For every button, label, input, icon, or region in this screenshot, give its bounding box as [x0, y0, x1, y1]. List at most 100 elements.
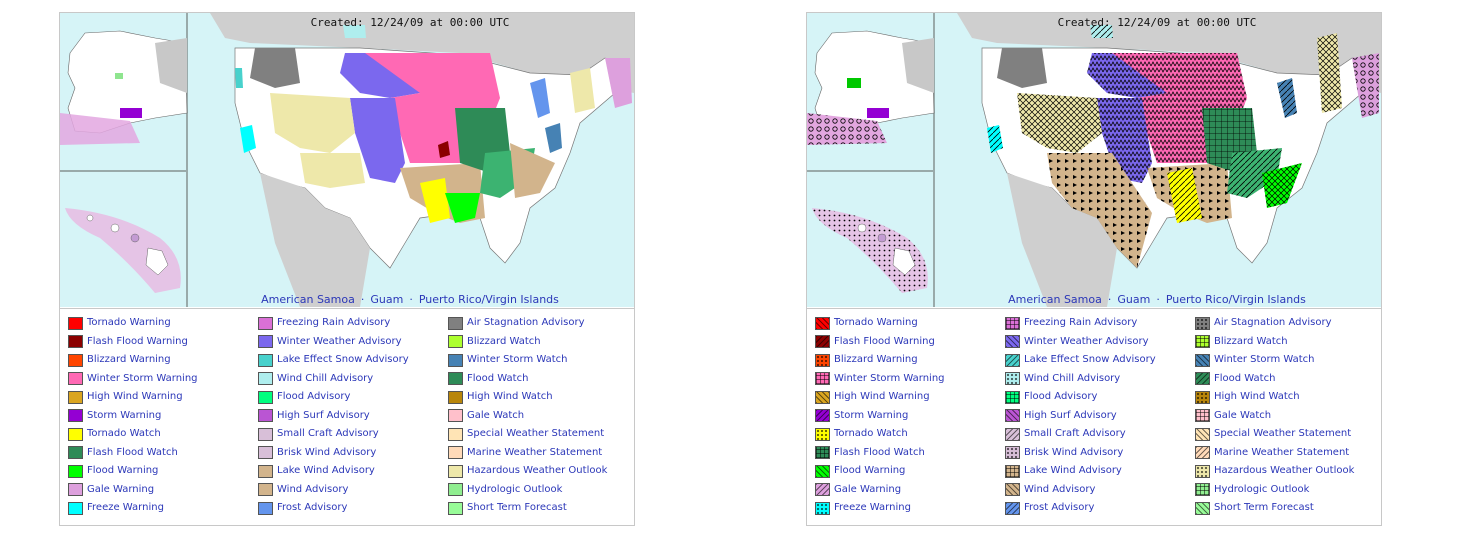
- territory-links: American Samoa · Guam · Puerto Rico/Virgin I…: [187, 293, 633, 306]
- legend-item-brisk-wind-advisory[interactable]: Brisk Wind Advisory: [258, 446, 409, 465]
- legend-item-short-term-forecast[interactable]: Short Term Forecast: [448, 501, 607, 520]
- legend-item-flood-watch[interactable]: Flood Watch: [1195, 372, 1354, 391]
- legend-item-flash-flood-warning[interactable]: Flash Flood Warning: [68, 335, 198, 354]
- legend-item-flood-warning[interactable]: Flood Warning: [815, 464, 945, 483]
- legend-item-high-wind-watch[interactable]: High Wind Watch: [1195, 390, 1354, 409]
- legend-label: Winter Storm Warning: [87, 372, 198, 384]
- legend-item-hydrologic-outlook[interactable]: Hydrologic Outlook: [1195, 483, 1354, 502]
- legend-item-marine-weather-statement[interactable]: Marine Weather Statement: [1195, 446, 1354, 465]
- legend-item-freeze-warning[interactable]: Freeze Warning: [68, 501, 198, 520]
- legend-item-flash-flood-watch[interactable]: Flash Flood Watch: [815, 446, 945, 465]
- legend-item-flash-flood-warning[interactable]: Flash Flood Warning: [815, 335, 945, 354]
- legend-swatch: [258, 316, 273, 330]
- legend-item-tornado-watch[interactable]: Tornado Watch: [815, 427, 945, 446]
- legend-label: Tornado Warning: [834, 317, 918, 328]
- link-guam[interactable]: Guam: [370, 293, 404, 306]
- legend-item-winter-weather-advisory[interactable]: Winter Weather Advisory: [1005, 335, 1156, 354]
- legend-item-blizzard-watch[interactable]: Blizzard Watch: [448, 335, 607, 354]
- link-puerto-rico-virgin-islands[interactable]: Puerto Rico/Virgin Islands: [1165, 293, 1306, 306]
- legend-item-wind-advisory[interactable]: Wind Advisory: [1005, 483, 1156, 502]
- legend-item-hazardous-weather-outlook[interactable]: Hazardous Weather Outlook: [448, 464, 607, 483]
- legend-label: Air Stagnation Advisory: [467, 317, 585, 328]
- legend-label: Wind Advisory: [1024, 483, 1096, 495]
- legend-item-lake-effect-snow-advisory[interactable]: Lake Effect Snow Advisory: [1005, 353, 1156, 372]
- legend-label: High Wind Warning: [834, 391, 930, 402]
- legend-item-winter-storm-watch[interactable]: Winter Storm Watch: [1195, 353, 1354, 372]
- legend-item-freeze-warning[interactable]: Freeze Warning: [815, 501, 945, 520]
- link-american-samoa[interactable]: American Samoa: [1008, 293, 1102, 306]
- legend-item-special-weather-statement[interactable]: Special Weather Statement: [1195, 427, 1354, 446]
- legend-item-gale-warning[interactable]: Gale Warning: [815, 483, 945, 502]
- legend-swatch: [815, 390, 830, 404]
- legend-swatch: [1195, 427, 1210, 441]
- legend-item-flood-advisory[interactable]: Flood Advisory: [258, 390, 409, 409]
- legend-swatch: [1195, 316, 1210, 330]
- legend-swatch: [258, 390, 273, 404]
- legend-item-marine-weather-statement[interactable]: Marine Weather Statement: [448, 446, 607, 465]
- legend-item-high-wind-watch[interactable]: High Wind Watch: [448, 390, 607, 409]
- legend-item-lake-wind-advisory[interactable]: Lake Wind Advisory: [1005, 464, 1156, 483]
- legend-item-tornado-watch[interactable]: Tornado Watch: [68, 427, 198, 446]
- legend-item-flood-warning[interactable]: Flood Warning: [68, 464, 198, 483]
- legend-item-high-wind-warning[interactable]: High Wind Warning: [68, 390, 198, 409]
- link-american-samoa[interactable]: American Samoa: [261, 293, 355, 306]
- legend-item-winter-storm-watch[interactable]: Winter Storm Watch: [448, 353, 607, 372]
- legend-label: Flood Warning: [834, 465, 906, 476]
- legend-swatch: [815, 427, 830, 441]
- legend-item-brisk-wind-advisory[interactable]: Brisk Wind Advisory: [1005, 446, 1156, 465]
- legend-item-winter-weather-advisory[interactable]: Winter Weather Advisory: [258, 335, 409, 354]
- legend-item-small-craft-advisory[interactable]: Small Craft Advisory: [258, 427, 409, 446]
- legend-label: Special Weather Statement: [1214, 428, 1352, 439]
- legend-item-lake-effect-snow-advisory[interactable]: Lake Effect Snow Advisory: [258, 353, 409, 372]
- legend-item-wind-advisory[interactable]: Wind Advisory: [258, 483, 409, 502]
- legend-item-air-stagnation-advisory[interactable]: Air Stagnation Advisory: [448, 316, 607, 335]
- legend-label: High Wind Watch: [467, 391, 553, 402]
- legend-item-hazardous-weather-outlook[interactable]: Hazardous Weather Outlook: [1195, 464, 1354, 483]
- link-puerto-rico-virgin-islands[interactable]: Puerto Rico/Virgin Islands: [418, 293, 559, 306]
- legend-item-lake-wind-advisory[interactable]: Lake Wind Advisory: [258, 464, 409, 483]
- legend-item-blizzard-warning[interactable]: Blizzard Warning: [815, 353, 945, 372]
- legend-label: High Wind Warning: [87, 391, 183, 402]
- legend-item-frost-advisory[interactable]: Frost Advisory: [258, 501, 409, 520]
- legend-item-high-surf-advisory[interactable]: High Surf Advisory: [1005, 409, 1156, 428]
- legend-label: Marine Weather Statement: [1214, 446, 1350, 458]
- separator-dot: ·: [1107, 293, 1112, 306]
- legend-item-wind-chill-advisory[interactable]: Wind Chill Advisory: [258, 372, 409, 391]
- hawaii-inset: [65, 208, 181, 293]
- legend-item-gale-watch[interactable]: Gale Watch: [448, 409, 607, 428]
- legend-label: Gale Watch: [1214, 409, 1272, 421]
- legend-item-gale-warning[interactable]: Gale Warning: [68, 483, 198, 502]
- legend-item-winter-storm-warning[interactable]: Winter Storm Warning: [815, 372, 945, 391]
- legend-item-small-craft-advisory[interactable]: Small Craft Advisory: [1005, 427, 1156, 446]
- legend-item-frost-advisory[interactable]: Frost Advisory: [1005, 501, 1156, 520]
- legend-item-tornado-warning[interactable]: Tornado Warning: [815, 316, 945, 335]
- link-guam[interactable]: Guam: [1117, 293, 1151, 306]
- hazard-map-graphic[interactable]: [807, 13, 1381, 307]
- legend-item-special-weather-statement[interactable]: Special Weather Statement: [448, 427, 607, 446]
- legend-item-winter-storm-warning[interactable]: Winter Storm Warning: [68, 372, 198, 391]
- legend-item-wind-chill-advisory[interactable]: Wind Chill Advisory: [1005, 372, 1156, 391]
- legend-item-hydrologic-outlook[interactable]: Hydrologic Outlook: [448, 483, 607, 502]
- legend-item-flood-advisory[interactable]: Flood Advisory: [1005, 390, 1156, 409]
- legend-item-freezing-rain-advisory[interactable]: Freezing Rain Advisory: [1005, 316, 1156, 335]
- separator-dot: ·: [360, 293, 365, 306]
- legend-swatch: [68, 335, 83, 348]
- legend-item-high-wind-warning[interactable]: High Wind Warning: [815, 390, 945, 409]
- legend-item-short-term-forecast[interactable]: Short Term Forecast: [1195, 501, 1354, 520]
- legend-item-gale-watch[interactable]: Gale Watch: [1195, 409, 1354, 428]
- legend-label: Gale Watch: [467, 409, 525, 421]
- legend-label: Flash Flood Warning: [87, 335, 188, 347]
- legend-item-high-surf-advisory[interactable]: High Surf Advisory: [258, 409, 409, 428]
- legend-label: Freezing Rain Advisory: [277, 317, 391, 328]
- legend-item-blizzard-warning[interactable]: Blizzard Warning: [68, 353, 198, 372]
- legend-label: Freeze Warning: [834, 502, 911, 513]
- legend-item-air-stagnation-advisory[interactable]: Air Stagnation Advisory: [1195, 316, 1354, 335]
- legend-item-freezing-rain-advisory[interactable]: Freezing Rain Advisory: [258, 316, 409, 335]
- legend-item-flash-flood-watch[interactable]: Flash Flood Watch: [68, 446, 198, 465]
- legend-item-blizzard-watch[interactable]: Blizzard Watch: [1195, 335, 1354, 354]
- legend-item-storm-warning[interactable]: Storm Warning: [815, 409, 945, 428]
- legend-item-tornado-warning[interactable]: Tornado Warning: [68, 316, 198, 335]
- legend-item-storm-warning[interactable]: Storm Warning: [68, 409, 198, 428]
- hazard-map-graphic[interactable]: [60, 13, 634, 307]
- legend-item-flood-watch[interactable]: Flood Watch: [448, 372, 607, 391]
